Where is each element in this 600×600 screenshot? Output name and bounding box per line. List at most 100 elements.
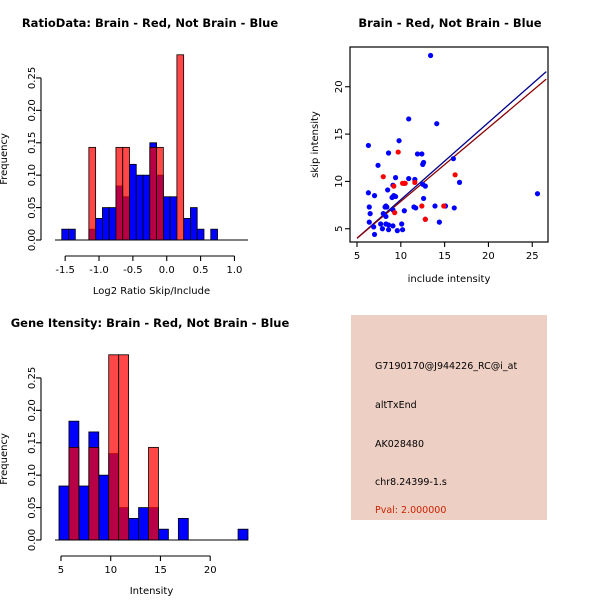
gene-info-box: G7190170@J944226_RC@i_at altTxEnd AK0284… bbox=[351, 315, 547, 520]
scatter-point bbox=[399, 221, 405, 227]
scatter-point bbox=[399, 180, 406, 186]
histogram-bar bbox=[88, 146, 97, 241]
pval-text: Pval: 2.000000 bbox=[375, 505, 447, 516]
histogram-bar bbox=[128, 518, 139, 541]
scatter-point bbox=[379, 226, 386, 232]
histogram-bar bbox=[88, 446, 100, 541]
scatter-point bbox=[371, 193, 378, 199]
scatter-point bbox=[383, 213, 389, 220]
y-tick-label: 5 bbox=[334, 226, 345, 232]
histogram-bar bbox=[177, 518, 189, 541]
y-tick-label: 20 bbox=[334, 80, 345, 93]
histogram-bar bbox=[108, 354, 120, 541]
scatter-point bbox=[452, 172, 458, 178]
scatter-point bbox=[375, 162, 381, 168]
scatter-point bbox=[385, 187, 391, 193]
gene-intensity-histogram-title: Gene Itensity: Brain - Red, Not Brain - … bbox=[10, 316, 290, 330]
scatter-point bbox=[366, 219, 372, 225]
intensity-scatter-plot: 5 10 15 20 5 10 15 20 25 include intensity skip in… bbox=[310, 46, 549, 285]
intensity-scatter-panel: Brain - Red, Not Brain - Blue 5 10 15 20 5 10… bbox=[300, 0, 600, 300]
scatter-point bbox=[399, 227, 406, 233]
x-axis-label: include intensity bbox=[408, 274, 491, 285]
scatter-point bbox=[420, 161, 426, 167]
scatter-point bbox=[422, 183, 428, 189]
scatter-point bbox=[367, 211, 373, 217]
scatter-point bbox=[383, 203, 389, 209]
histogram-bar bbox=[196, 228, 205, 241]
histogram-bar bbox=[61, 228, 69, 241]
scatter-point bbox=[450, 156, 456, 162]
histogram-bar bbox=[149, 146, 157, 241]
x-tick-label: 25 bbox=[526, 251, 539, 262]
x-tick-label: 1.0 bbox=[227, 265, 243, 276]
x-axis-label: Intensity bbox=[130, 586, 174, 597]
histogram-bar bbox=[98, 474, 110, 541]
scatter-point bbox=[378, 221, 384, 227]
y-axis-label: Frequency bbox=[0, 433, 10, 485]
scatter-point bbox=[390, 223, 396, 229]
x-tick-label: 0.0 bbox=[159, 265, 175, 276]
histogram-bar bbox=[176, 54, 185, 241]
y-tick-label: 0.05 bbox=[27, 196, 38, 218]
histogram-bar bbox=[115, 146, 124, 241]
scatter-point bbox=[385, 227, 392, 233]
x-tick-label: 10 bbox=[104, 565, 117, 576]
scatter-point bbox=[413, 205, 419, 211]
scatter-point bbox=[371, 231, 378, 238]
scatter-point bbox=[380, 174, 386, 180]
accession-text: AK028480 bbox=[375, 439, 424, 450]
x-tick-label: -1.0 bbox=[89, 265, 109, 276]
scatter-point bbox=[419, 203, 425, 209]
scatter-point bbox=[391, 183, 397, 189]
scatter-point bbox=[451, 205, 457, 211]
y-axis-label: Frequency bbox=[0, 133, 10, 185]
x-tick-label: -0.5 bbox=[123, 265, 143, 276]
histogram-bar bbox=[210, 228, 218, 241]
scatter-point bbox=[406, 175, 412, 182]
ratio-histogram-title: RatioData: Brain - Red, Not Brain - Blue bbox=[21, 16, 279, 30]
scatter-point bbox=[394, 228, 400, 234]
y-tick-label: 0.15 bbox=[27, 132, 38, 154]
y-tick-label: 0.25 bbox=[27, 367, 38, 389]
scatter-point bbox=[414, 151, 421, 157]
scatter-point bbox=[441, 203, 447, 209]
scatter-point bbox=[389, 194, 395, 201]
locus-text: chr8.24399-1.s bbox=[375, 477, 447, 488]
y-tick-label: 0.15 bbox=[27, 432, 38, 454]
histogram-bar bbox=[122, 146, 130, 241]
histogram-bar bbox=[118, 354, 130, 541]
histogram-bar bbox=[138, 507, 149, 541]
scatter-point bbox=[422, 216, 428, 222]
y-tick-label: 0.00 bbox=[27, 229, 38, 251]
gene-intensity-histogram-plot: 0.00 0.05 0.10 0.15 0.20 0.25 5 10 15 20 Intensity… bbox=[0, 354, 249, 597]
histogram-bar bbox=[142, 174, 151, 241]
ratio-histogram-panel: RatioData: Brain - Red, Not Brain - Blue… bbox=[0, 0, 300, 300]
y-axis-label: skip intensity bbox=[310, 111, 321, 178]
y-tick-label: 0.20 bbox=[27, 99, 38, 121]
histogram-bar bbox=[237, 528, 249, 541]
gene-info-panel: G7190170@J944226_RC@i_at altTxEnd AK0284… bbox=[300, 300, 600, 600]
scatter-point bbox=[385, 222, 392, 228]
event-type-text: altTxEnd bbox=[375, 400, 417, 411]
x-tick-label: 20 bbox=[204, 565, 217, 576]
x-tick-label: 10 bbox=[394, 251, 407, 262]
scatter-point bbox=[419, 151, 425, 157]
histogram-bar bbox=[158, 528, 169, 541]
plot-frame bbox=[349, 46, 549, 243]
histogram-bar bbox=[135, 174, 144, 241]
histogram-bar bbox=[183, 218, 191, 241]
scatter-point bbox=[406, 116, 412, 122]
scatter-point bbox=[534, 191, 541, 197]
regression-line bbox=[356, 71, 547, 239]
scatter-point bbox=[412, 179, 418, 185]
histogram-bar bbox=[58, 485, 70, 541]
histogram-bar bbox=[68, 446, 80, 541]
scatter-point bbox=[365, 142, 371, 149]
y-tick-label: 0.20 bbox=[27, 399, 38, 421]
scatter-point bbox=[392, 210, 398, 216]
x-tick-label: 15 bbox=[438, 251, 451, 262]
ratio-histogram-plot: 0.00 0.05 0.10 0.15 0.20 0.25 -1.5 -1.0 -0.5 0.0 0… bbox=[0, 54, 248, 297]
histogram-bar bbox=[95, 218, 103, 241]
scatter-point bbox=[396, 138, 402, 144]
x-tick-label: -1.5 bbox=[55, 265, 75, 276]
